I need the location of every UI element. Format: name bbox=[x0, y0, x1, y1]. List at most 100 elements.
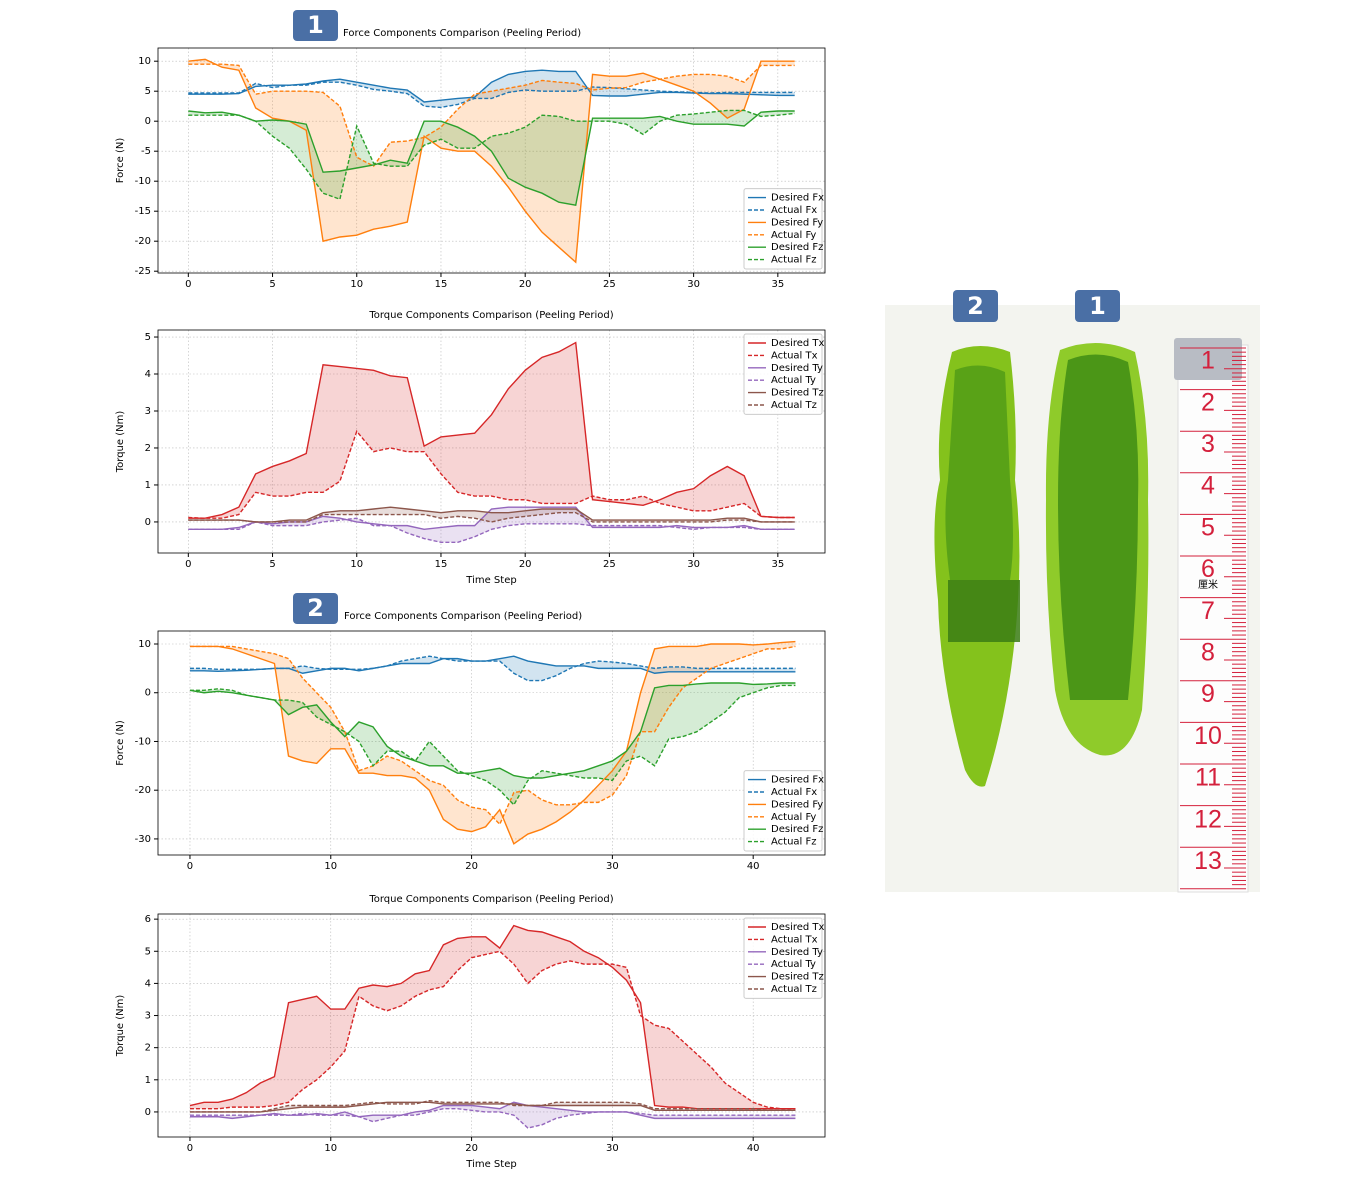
plot-frame bbox=[157, 913, 826, 1138]
x-axis-label: Time Step bbox=[465, 1159, 516, 1170]
ruler-number: 7 bbox=[1201, 597, 1215, 625]
chart-title: Force Components Comparison (Peeling Per… bbox=[344, 611, 582, 622]
legend-label: Actual Fz bbox=[771, 255, 817, 266]
y-tick-label: 0 bbox=[145, 1107, 151, 1118]
legend-label: Actual Ty bbox=[771, 959, 816, 970]
x-tick-label: 0 bbox=[187, 1143, 193, 1154]
photo-label: 1 bbox=[1089, 292, 1106, 320]
ruler-number: 9 bbox=[1201, 680, 1215, 708]
plot-frame bbox=[157, 630, 826, 856]
series-line bbox=[189, 1099, 796, 1113]
x-tick-label: 10 bbox=[350, 559, 363, 570]
y-tick-label: 5 bbox=[145, 332, 151, 343]
series-line bbox=[188, 511, 795, 523]
legend-label: Actual Fx bbox=[771, 787, 817, 798]
x-tick-label: 30 bbox=[606, 1143, 619, 1154]
y-tick-label: 3 bbox=[145, 406, 151, 417]
y-axis-label: Torque (Nm) bbox=[115, 411, 126, 474]
x-tick-label: 35 bbox=[771, 279, 784, 290]
legend-label: Actual Tz bbox=[771, 400, 817, 411]
legend-label: Desired Fz bbox=[771, 242, 823, 253]
ruler-number: 3 bbox=[1201, 430, 1215, 458]
legend-label: Desired Fx bbox=[771, 775, 824, 786]
x-tick-label: 30 bbox=[606, 861, 619, 872]
legend-box bbox=[743, 917, 823, 999]
series-line bbox=[188, 517, 795, 543]
y-axis-label: Force (N) bbox=[115, 138, 126, 184]
badge-box bbox=[293, 593, 338, 624]
chart-title: Torque Components Comparison (Peeling Pe… bbox=[368, 894, 613, 905]
series-line bbox=[188, 506, 795, 531]
legend-box bbox=[743, 188, 823, 270]
y-tick-label: 0 bbox=[145, 517, 151, 528]
series-line bbox=[189, 950, 796, 1110]
x-tick-label: 0 bbox=[185, 279, 191, 290]
legend-label: Desired Ty bbox=[771, 363, 823, 374]
y-tick-label: -10 bbox=[135, 176, 151, 187]
y-tick-label: -30 bbox=[135, 834, 151, 845]
badge-label: 1 bbox=[307, 11, 324, 39]
ruler-number: 6 bbox=[1201, 555, 1215, 583]
y-tick-label: 4 bbox=[145, 369, 151, 380]
ruler-number: 4 bbox=[1201, 472, 1215, 500]
x-tick-label: 0 bbox=[185, 559, 191, 570]
peeled-area bbox=[1058, 354, 1139, 700]
y-tick-label: 0 bbox=[145, 688, 151, 699]
series-line bbox=[189, 655, 796, 674]
badge-box bbox=[293, 10, 338, 41]
photo-badge-box bbox=[1075, 290, 1120, 322]
series-line bbox=[188, 341, 795, 519]
y-tick-label: 10 bbox=[138, 639, 151, 650]
ruler-number: 2 bbox=[1201, 388, 1215, 416]
series-line bbox=[188, 63, 795, 168]
x-tick-label: 15 bbox=[435, 559, 448, 570]
legend-label: Desired Fy bbox=[771, 217, 823, 228]
x-tick-label: 30 bbox=[687, 279, 700, 290]
y-tick-label: -5 bbox=[141, 146, 151, 157]
difference-band bbox=[188, 342, 795, 519]
ruler-number: 11 bbox=[1195, 764, 1221, 792]
series-line bbox=[189, 640, 796, 845]
charts: Force Components Comparison (Peeling Per… bbox=[115, 28, 826, 1170]
difference-band bbox=[189, 641, 796, 844]
series-line bbox=[188, 429, 795, 519]
series-line bbox=[188, 506, 795, 523]
y-tick-label: 1 bbox=[145, 1075, 151, 1086]
photo-label: 2 bbox=[967, 292, 984, 320]
x-tick-label: 10 bbox=[350, 279, 363, 290]
y-tick-label: 5 bbox=[145, 86, 151, 97]
x-tick-label: 35 bbox=[771, 559, 784, 570]
legend-label: Actual Tx bbox=[771, 934, 818, 945]
difference-band bbox=[188, 59, 795, 263]
x-tick-label: 25 bbox=[603, 279, 616, 290]
ruler-number: 12 bbox=[1194, 805, 1222, 833]
y-tick-label: 5 bbox=[145, 946, 151, 957]
y-tick-label: 0 bbox=[145, 116, 151, 127]
chart: Force Components Comparison (Peeling Per… bbox=[115, 611, 826, 872]
series-line bbox=[189, 684, 796, 806]
legend-label: Actual Fz bbox=[771, 837, 817, 848]
difference-band bbox=[188, 507, 795, 543]
series-line bbox=[189, 682, 796, 779]
ruler-number: 8 bbox=[1201, 639, 1215, 667]
legend-label: Desired Tz bbox=[771, 972, 824, 983]
chart: Force Components Comparison (Peeling Per… bbox=[115, 28, 826, 290]
y-tick-label: 4 bbox=[145, 978, 151, 989]
y-tick-label: -10 bbox=[135, 736, 151, 747]
panel-badge-1: 1 bbox=[293, 10, 338, 41]
y-tick-label: 6 bbox=[145, 914, 151, 925]
series-line bbox=[189, 655, 796, 682]
x-tick-label: 15 bbox=[435, 279, 448, 290]
chart: Torque Components Comparison (Peeling Pe… bbox=[115, 310, 826, 586]
peeled-area bbox=[945, 365, 1013, 580]
x-tick-label: 5 bbox=[269, 559, 275, 570]
ruler-number: 5 bbox=[1201, 513, 1215, 541]
series-line bbox=[189, 1101, 796, 1113]
series-line bbox=[188, 81, 795, 109]
ruler-number: 13 bbox=[1194, 847, 1222, 875]
difference-band bbox=[189, 1100, 796, 1112]
